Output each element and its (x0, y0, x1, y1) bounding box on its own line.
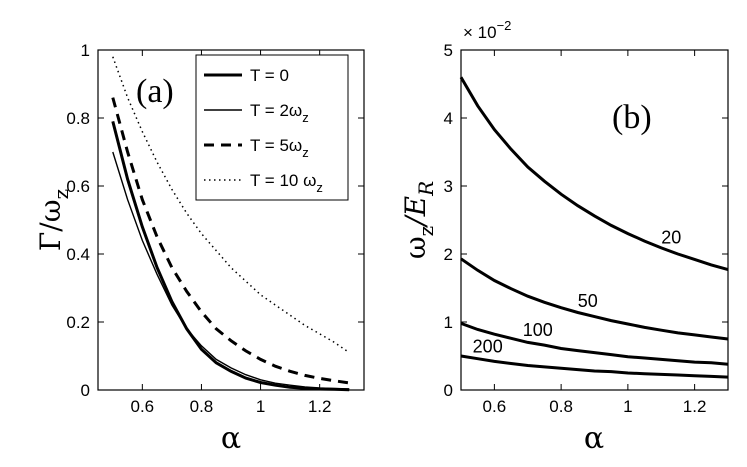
legend-entry-0-base: T = 0 (250, 66, 289, 85)
curve-100 (460, 321, 729, 366)
curve-20 (459, 76, 729, 272)
scale-note-exponent: −2 (497, 18, 512, 33)
legend-entry-3-sub: z (316, 180, 323, 195)
panel-b-ytick-label-1: 1 (444, 313, 453, 332)
series-line-2 (111, 97, 350, 385)
panel-b-ytick-label-0: 0 (444, 381, 453, 400)
legend-entry-1-sub: z (302, 110, 309, 125)
panel-b-ytick-label-4: 4 (444, 109, 453, 128)
panel-a-ytick-label-4: 0.8 (66, 109, 90, 128)
panel-b-xtick-label-2: 1 (623, 397, 632, 416)
legend-entry-1: T = 2ωz (250, 101, 309, 125)
panel-a-frame (97, 49, 365, 391)
panel-b-ytick-label-2: 2 (444, 245, 453, 264)
curve-50 (460, 257, 729, 341)
legend-entry-2: T = 5ωz (250, 136, 309, 160)
panel-b-xtick-label-1: 0.8 (549, 397, 573, 416)
panel-b-ytick-label-3: 3 (444, 177, 453, 196)
panel-a-xtick-label-0: 0.6 (131, 397, 155, 416)
panel-a-ylabel-base: Γ/ω (34, 199, 67, 251)
panel-a-ylabel: Γ/ωz (34, 189, 73, 251)
panel-a-xtick-label-1: 0.8 (190, 397, 214, 416)
panel-b-ytick-label-5: 5 (444, 41, 453, 60)
series-line-1 (112, 151, 350, 390)
panel-b-label: (b) (612, 99, 652, 136)
panel-b-xlabel: α (584, 421, 604, 456)
panel-a-ytick-label-3: 0.6 (66, 177, 90, 196)
legend-entry-2-base: T = 5ω (250, 136, 302, 155)
scale-note-text: × 10 (463, 23, 497, 42)
panel-a-xtick-label-3: 1.2 (308, 397, 332, 416)
panel-b: 0.6 0.8 1 1.2 0 1 2 3 4 5 20 50 100 200 (b) × 10−2 α… (399, 18, 729, 456)
panel-a-xtick-label-2: 1 (256, 397, 265, 416)
panel-a-curves (111, 56, 350, 392)
panel-a-ytick-label-5: 1 (81, 41, 90, 60)
panel-b-ticks: 0.6 0.8 1 1.2 0 1 2 3 4 5 (444, 41, 728, 416)
legend-box (195, 54, 349, 201)
panel-a: 0.6 0.8 1 1.2 0 0.2 0.4 0.6 0.8 1 (a) T = 0 T = 2ω… (34, 41, 365, 456)
legend-entry-2-sub: z (302, 145, 309, 160)
panel-b-ylabel-sub2: R (414, 181, 438, 197)
curve-label-20: 20 (661, 228, 681, 248)
panel-b-ylabel-base: ω (399, 236, 432, 259)
legend-entry-1-base: T = 2ω (250, 101, 302, 120)
panel-a-ytick-label-1: 0.2 (66, 313, 90, 332)
panel-a-ylabel-sub: z (49, 189, 73, 200)
legend-entry-0: T = 0 (250, 66, 289, 85)
panel-b-xtick-label-0: 0.6 (483, 397, 507, 416)
legend-entry-3-base: T = 10 ω (250, 171, 316, 190)
panel-b-ylabel: ωz/ER (399, 181, 438, 259)
series-line-0 (111, 121, 350, 392)
curve-label-100: 100 (523, 320, 553, 340)
panel-b-scale-note: × 10−2 (463, 18, 511, 42)
panel-b-ylabel-sub: z (414, 226, 438, 237)
panel-b-frame (460, 49, 729, 391)
panel-a-xlabel: α (221, 421, 241, 456)
panel-a-ytick-label-2: 0.4 (66, 245, 90, 264)
panel-a-label: (a) (136, 73, 174, 110)
curve-label-200: 200 (473, 336, 503, 356)
panel-b-ylabel-mid: /E (399, 196, 432, 229)
curve-label-50: 50 (578, 291, 598, 311)
panel-b-curves: 20 50 100 200 (459, 76, 729, 379)
curve-200 (460, 354, 729, 379)
panel-a-ytick-label-0: 0 (81, 381, 90, 400)
panel-b-xtick-label-3: 1.2 (683, 397, 707, 416)
panel-a-ticks: 0.6 0.8 1 1.2 0 0.2 0.4 0.6 0.8 1 (66, 41, 364, 416)
legend-entry-3: T = 10 ωz (250, 171, 323, 195)
